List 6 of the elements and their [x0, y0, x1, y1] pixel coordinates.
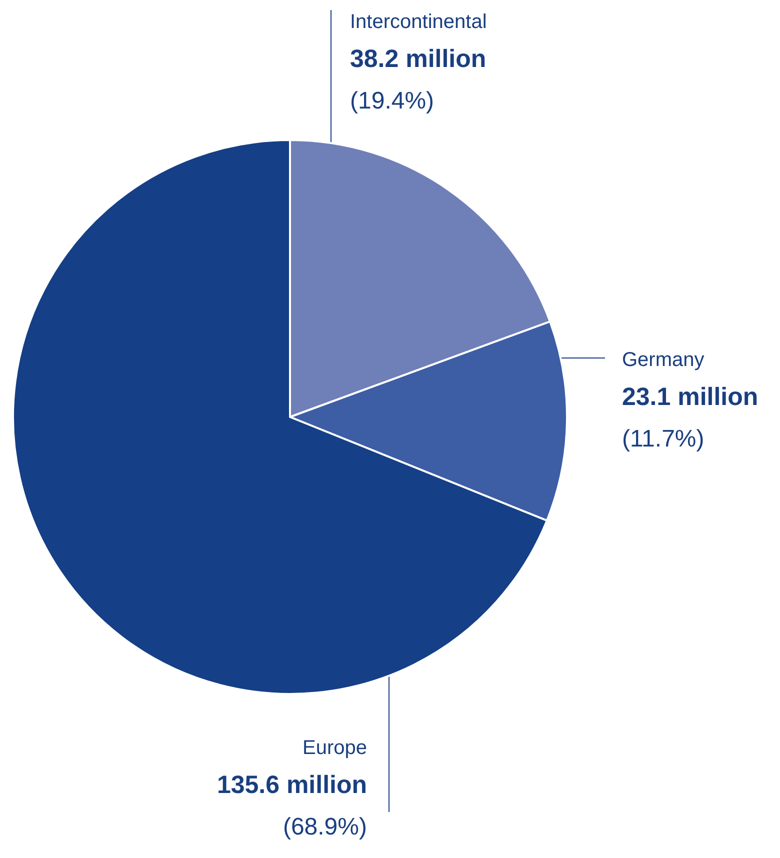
slice-label: Intercontinental	[350, 11, 487, 33]
slice-label: Germany	[622, 349, 704, 371]
data-label: 135.6 million (68.9%)	[216, 771, 367, 840]
data-label: 38.2 million (19.4%)	[350, 45, 486, 114]
data-label: 23.1 million (11.7%)	[622, 383, 758, 452]
slice-label: Europe	[302, 737, 367, 759]
